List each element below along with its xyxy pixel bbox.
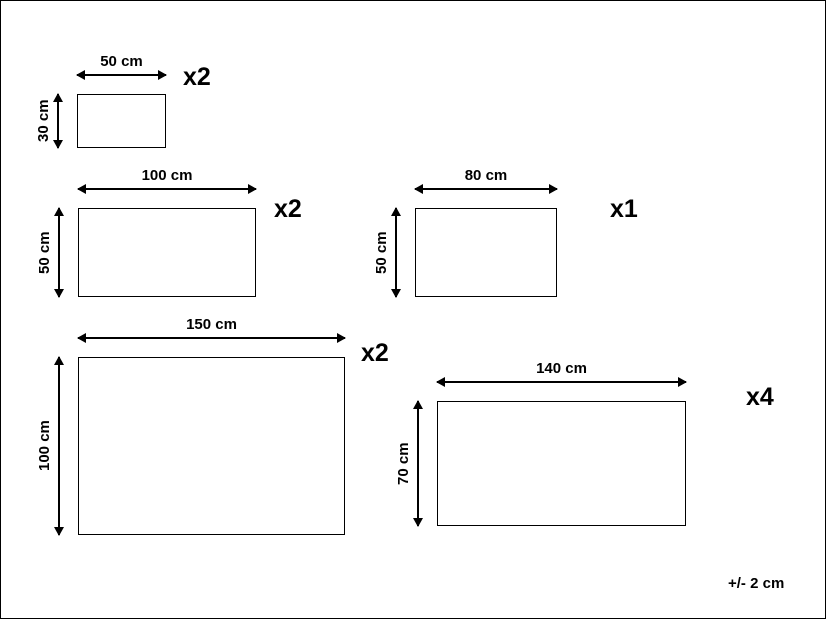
box-100x50-width-label: 100 cm [78,167,256,184]
box-140x70-qty: x4 [746,383,774,412]
box-80x50-width-label: 80 cm [415,167,557,184]
box-80x50-height-dim: 50 cm [384,208,406,297]
box-150x100-qty: x2 [361,339,389,368]
box-80x50 [415,208,557,297]
box-150x100 [78,357,345,535]
box-100x50-height-dim: 50 cm [47,208,69,297]
box-100x50-qty: x2 [274,195,302,224]
box-50x30-height-dim: 30 cm [46,94,68,148]
box-100x50-width-dim: 100 cm [78,177,256,199]
box-80x50-width-dim: 80 cm [415,177,557,199]
box-150x100-height-dim: 100 cm [47,357,69,535]
box-140x70-height-dim: 70 cm [406,401,428,526]
box-140x70 [437,401,686,526]
box-150x100-height-label: 100 cm [36,357,53,535]
box-50x30-width-dim: 50 cm [77,63,166,85]
box-140x70-height-label: 70 cm [395,401,412,526]
diagram-stage: 50 cm 30 cm x2 100 cm 50 cm x2 80 cm 50 cm x1 150… [0,0,826,619]
box-80x50-qty: x1 [610,195,638,224]
box-100x50-height-label: 50 cm [36,208,53,297]
box-50x30-qty: x2 [183,63,211,92]
box-140x70-width-label: 140 cm [437,360,686,377]
box-50x30 [77,94,166,148]
tolerance-note: +/- 2 cm [728,575,784,592]
box-140x70-width-dim: 140 cm [437,370,686,392]
box-50x30-height-label: 30 cm [35,94,52,148]
box-50x30-width-label: 50 cm [77,53,166,70]
box-150x100-width-dim: 150 cm [78,326,345,348]
box-100x50 [78,208,256,297]
box-80x50-height-label: 50 cm [373,208,390,297]
box-150x100-width-label: 150 cm [78,316,345,333]
